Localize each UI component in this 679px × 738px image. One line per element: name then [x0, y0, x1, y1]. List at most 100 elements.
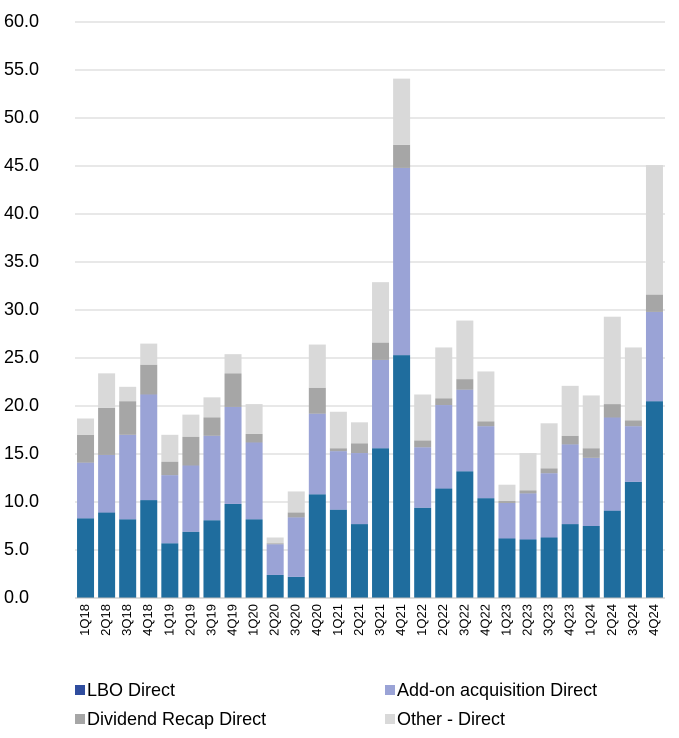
y-tick-label: 40.0: [4, 203, 39, 223]
legend-label: Other - Direct: [397, 709, 505, 729]
bar-segment: [98, 512, 116, 598]
bar-segment: [140, 343, 158, 365]
x-tick-label: 2Q19: [182, 604, 197, 636]
bar-segment: [287, 517, 305, 577]
bar-segment: [456, 471, 474, 598]
legend-swatch: [75, 685, 85, 695]
bar-segment: [329, 451, 347, 510]
bar-segment: [329, 448, 347, 452]
bar-segment: [603, 316, 621, 405]
bar-segment: [182, 531, 200, 598]
x-tick-label: 3Q19: [203, 604, 218, 636]
x-tick-label: 2Q20: [267, 604, 282, 636]
bar-segment: [498, 538, 516, 598]
bar-segment: [393, 355, 411, 598]
x-tick-label: 4Q24: [646, 604, 661, 636]
bar-segment: [77, 434, 95, 463]
x-tick-label: 1Q21: [330, 604, 345, 636]
bar-segment: [540, 423, 558, 469]
x-tick-label: 1Q20: [246, 604, 261, 636]
bar-segment: [77, 418, 95, 435]
x-tick-label: 2Q23: [519, 604, 534, 636]
bar-segment: [98, 373, 116, 408]
bar-segment: [498, 502, 516, 539]
bar-segment: [350, 524, 368, 598]
bar-segment: [119, 519, 137, 598]
bar-segment: [182, 414, 200, 437]
bar-segment: [266, 537, 284, 544]
bar-segment: [140, 500, 158, 598]
bar-segment: [456, 389, 474, 472]
bar-segment: [98, 454, 116, 513]
y-tick-label: 15.0: [4, 443, 39, 463]
y-tick-label: 45.0: [4, 155, 39, 175]
bar-segment: [561, 444, 579, 525]
bar-segment: [119, 401, 137, 435]
bar-segment: [372, 359, 390, 449]
x-tick-label: 4Q22: [477, 604, 492, 636]
x-tick-label: 3Q24: [625, 604, 640, 636]
x-tick-label: 2Q18: [98, 604, 113, 636]
bar-segment: [414, 394, 432, 441]
bar-segment: [119, 434, 137, 520]
y-tick-label: 10.0: [4, 491, 39, 511]
bar-segment: [645, 311, 663, 402]
bar-segment: [624, 426, 642, 482]
bar-segment: [182, 465, 200, 532]
bar-segment: [414, 447, 432, 508]
bar-segment: [203, 417, 221, 436]
x-tick-label: 4Q19: [224, 604, 239, 636]
bar-segment: [266, 543, 284, 545]
bar-segment: [350, 453, 368, 525]
legend-label: Add-on acquisition Direct: [397, 680, 597, 700]
y-tick-label: 50.0: [4, 107, 39, 127]
bar-segment: [414, 440, 432, 448]
bar-segment: [140, 394, 158, 501]
bar-segment: [203, 435, 221, 521]
bar-segment: [582, 448, 600, 458]
bar-segment: [245, 519, 263, 598]
bar-segment: [393, 78, 411, 145]
bar-segment: [224, 373, 242, 407]
bar-segment: [540, 537, 558, 598]
bar-segment: [308, 494, 326, 598]
x-tick-label: 4Q18: [140, 604, 155, 636]
x-tick-label: 2Q21: [351, 604, 366, 636]
bar-segment: [498, 501, 516, 503]
x-tick-label: 3Q20: [288, 604, 303, 636]
bar-segment: [645, 294, 663, 312]
legend-swatch: [75, 714, 85, 724]
bar-segment: [119, 386, 137, 402]
x-tick-label: 1Q24: [583, 604, 598, 636]
bar-segment: [582, 457, 600, 526]
x-tick-label: 3Q18: [119, 604, 134, 636]
bar-segment: [161, 543, 179, 598]
bar-segment: [372, 282, 390, 343]
bar-segment: [645, 401, 663, 598]
bar-segment: [287, 512, 305, 518]
bar-segment: [224, 406, 242, 504]
bar-segment: [266, 544, 284, 575]
bar-segment: [98, 407, 116, 455]
bar-segment: [540, 473, 558, 538]
bar-segment: [140, 364, 158, 395]
bar-segment: [350, 443, 368, 454]
bar-segment: [372, 342, 390, 360]
bar-segment: [582, 395, 600, 449]
x-tick-label: 1Q22: [414, 604, 429, 636]
bar-segment: [77, 518, 95, 598]
y-tick-label: 25.0: [4, 347, 39, 367]
bar-segment: [645, 165, 663, 295]
bar-segment: [561, 524, 579, 598]
bar-segment: [372, 448, 390, 598]
legend-swatch: [385, 714, 395, 724]
x-tick-label: 2Q24: [604, 604, 619, 636]
legend-label: LBO Direct: [87, 680, 175, 700]
bar-segment: [245, 433, 263, 443]
bar-segment: [161, 475, 179, 544]
x-tick-label: 4Q20: [309, 604, 324, 636]
bar-segment: [393, 144, 411, 168]
y-tick-label: 35.0: [4, 251, 39, 271]
bar-segment: [435, 488, 453, 598]
